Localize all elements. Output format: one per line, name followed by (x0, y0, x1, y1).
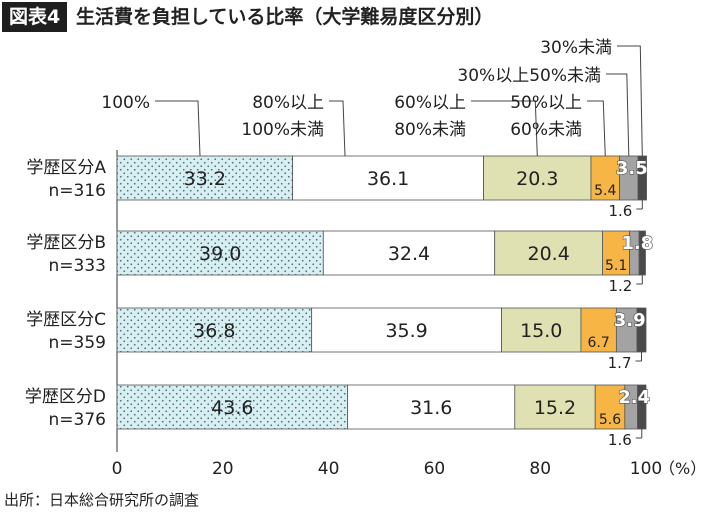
chart-title: 生活費を負担している比率（大学難易度区分別） (76, 6, 494, 28)
bar-segment (311, 307, 502, 353)
data-label-small: 5.6 (599, 412, 621, 428)
x-tick-label: 0 (112, 459, 123, 479)
data-label-outlined: 3.9 (614, 310, 646, 331)
x-tick-label: 100 (630, 459, 662, 479)
data-label-small: 5.1 (605, 258, 627, 274)
bar-segment (292, 155, 484, 201)
bar-segment (483, 155, 592, 201)
bar-segment (602, 230, 631, 276)
category-label: 学歴区分C (26, 310, 106, 330)
legend-label: 100% (101, 93, 150, 113)
bar-segment (347, 384, 516, 430)
data-label: 15.2 (534, 397, 576, 419)
source-note: 出所：日本総合研究所の調査 (4, 491, 200, 509)
data-label: 35.9 (385, 320, 427, 342)
data-label: 15.0 (520, 320, 562, 342)
bar-segment (594, 384, 626, 430)
bar-segment (494, 230, 604, 276)
bar-segment (322, 230, 496, 276)
bar-segment (116, 384, 349, 430)
legend-label: 30%未満 (540, 38, 612, 58)
data-label: 36.1 (367, 168, 409, 190)
x-tick-label: 40 (318, 459, 340, 479)
data-label-below: 1.6 (608, 431, 632, 449)
category-label: 学歴区分B (26, 233, 106, 253)
bar-segment (116, 307, 313, 353)
bar-segment (580, 307, 617, 353)
legend-leader-line (587, 100, 606, 157)
bar-segment (116, 155, 294, 201)
data-label-below: 1.7 (608, 354, 632, 372)
x-tick-label: 20 (212, 459, 234, 479)
category-label: 学歴区分A (26, 158, 106, 178)
category-label: 学歴区分D (25, 387, 106, 407)
data-label-small: 6.7 (588, 335, 610, 351)
bar-segment (501, 307, 582, 353)
category-n-label: n=359 (49, 333, 106, 353)
data-label: 43.6 (211, 397, 253, 419)
bar-segment (116, 230, 324, 276)
category-n-label: n=333 (49, 256, 106, 276)
category-n-label: n=316 (49, 181, 106, 201)
data-label: 31.6 (410, 397, 452, 419)
legend-label: 60%未満 (510, 120, 582, 140)
data-label-outlined: 2.4 (618, 387, 650, 408)
bar-segment (590, 155, 620, 201)
legend-label: 30%以上50%未満 (457, 66, 601, 86)
legend-leader-line (155, 100, 201, 157)
x-unit-label: （%） (659, 459, 706, 478)
x-tick-label: 80 (529, 459, 551, 479)
legend-label: 60%以上 (394, 93, 466, 113)
legend-leader-line (606, 73, 630, 157)
legend-label: 100%未満 (241, 120, 324, 140)
category-n-label: n=376 (49, 410, 106, 430)
data-label-outlined: 3.5 (616, 158, 648, 179)
legend-leader-line (329, 100, 346, 157)
figure-label: 図表4 (2, 2, 68, 32)
data-label: 20.4 (528, 243, 570, 265)
bar-segment (514, 384, 596, 430)
data-label-outlined: 1.8 (621, 233, 653, 254)
data-label-small: 5.4 (594, 183, 616, 199)
legend-leader-line (617, 45, 643, 157)
legend-label: 50%以上 (510, 93, 582, 113)
x-tick-label: 60 (424, 459, 446, 479)
data-label: 36.8 (193, 320, 235, 342)
data-label: 32.4 (388, 243, 430, 265)
data-label: 20.3 (516, 168, 558, 190)
legend-label: 80%未満 (394, 120, 466, 140)
data-label-below: 1.2 (608, 277, 632, 295)
legend-label: 80%以上 (252, 93, 324, 113)
legend-leader-line (471, 100, 538, 157)
data-label: 33.2 (184, 168, 226, 190)
data-label: 39.0 (199, 243, 241, 265)
data-label-below: 1.6 (608, 202, 632, 220)
